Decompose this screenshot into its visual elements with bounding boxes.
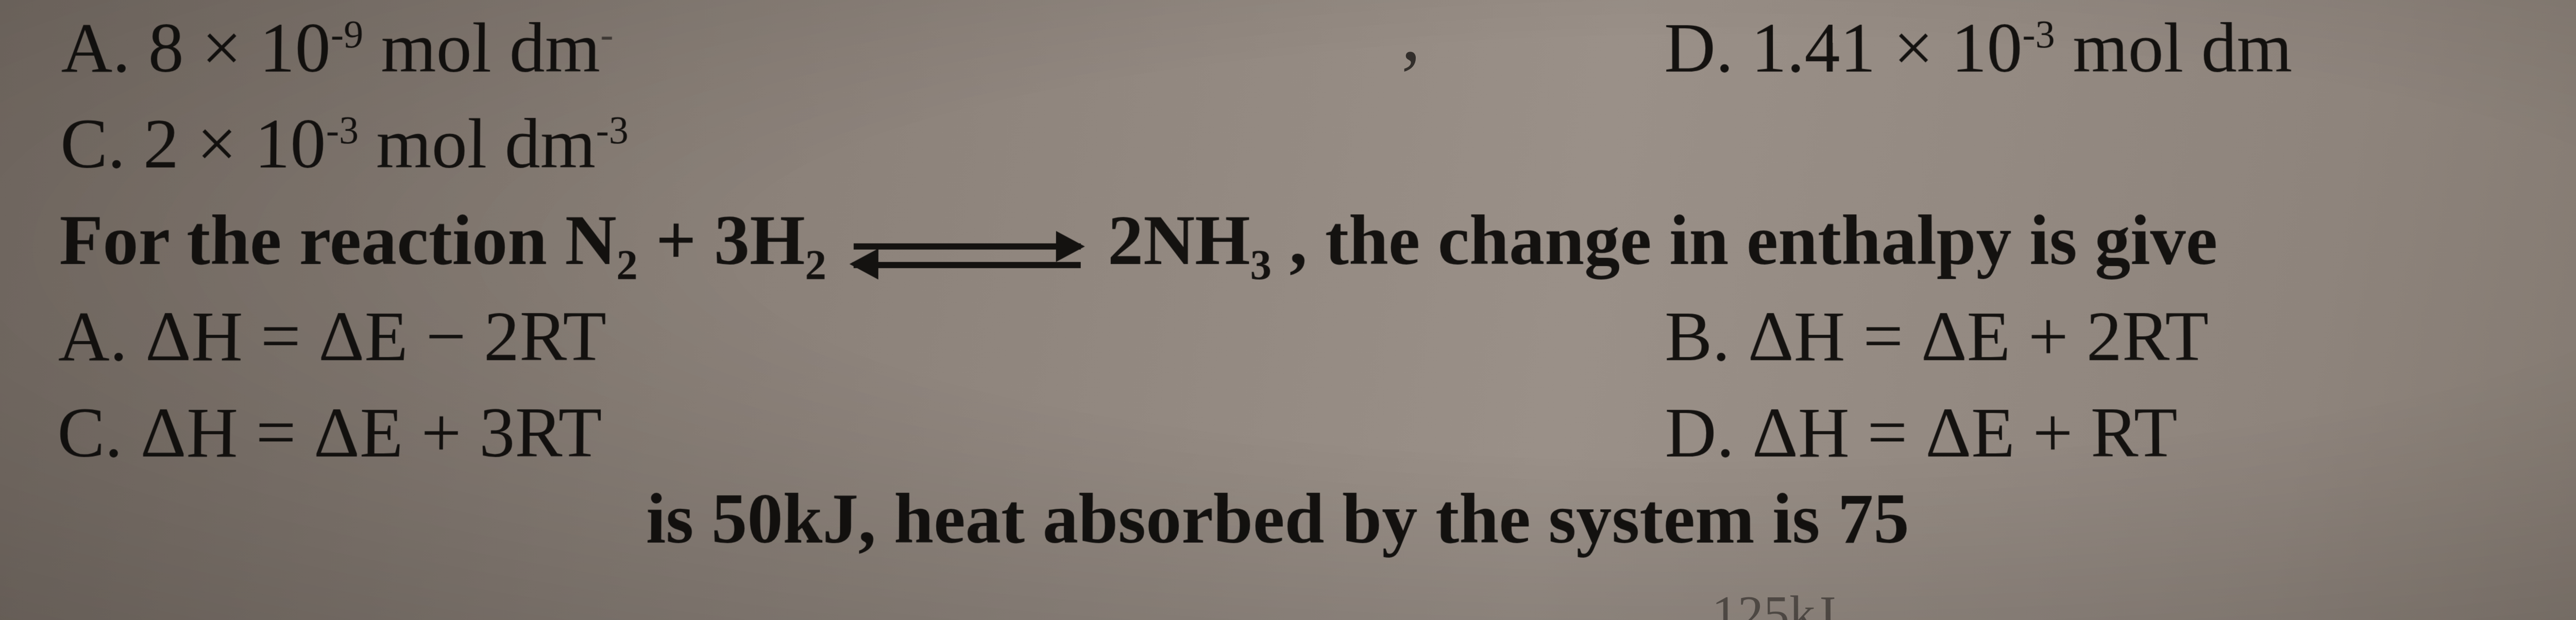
opt-d-label: D. — [1664, 8, 1734, 87]
opt-b-enthalpy: B. ΔH = ΔE + 2RT — [1530, 288, 2576, 385]
opt-a-text: ΔH = ΔE − 2RT — [145, 297, 607, 376]
opt-d-label2: D. — [1665, 393, 1734, 472]
opt-d-text: ΔH = ΔE + RT — [1752, 393, 2178, 472]
opt-a-label: A. — [61, 8, 131, 87]
opt-a-enthalpy: A. ΔH = ΔE − 2RT — [58, 288, 1530, 385]
opt-d-top: D. 1.41 × 10-3 mol dm — [1530, 0, 2576, 96]
stem-prefix: For the reaction — [59, 200, 565, 279]
reaction-rhs: 2NH3 — [1108, 200, 1272, 279]
opt-b-label: B. — [1665, 297, 1730, 376]
equilibrium-arrow-icon — [854, 238, 1081, 269]
bottom-tiny-fragment: 125kJ — [1711, 584, 1835, 620]
enthalpy-row-ab: A. ΔH = ΔE − 2RT B. ΔH = ΔE + 2RT — [58, 288, 2576, 385]
opt-b-text: ΔH = ΔE + 2RT — [1748, 297, 2209, 376]
enthalpy-stem: For the reaction N2 + 3H2 2NH3 , the cha… — [59, 192, 2217, 288]
opt-c-value: 2 × 10-3 mol dm-3 — [143, 104, 629, 183]
reaction-lhs: N2 + 3H2 — [565, 200, 826, 279]
page: A. 8 × 10-9 mol dm- D. 1.41 × 10-3 mol d… — [0, 0, 2576, 620]
opt-d-enthalpy: D. ΔH = ΔE + RT — [1531, 385, 2576, 481]
opt-c-enthalpy: C. ΔH = ΔE + 3RT — [57, 385, 1530, 481]
opt-c-top: C. 2 × 10-3 mol dm-3 — [60, 96, 1530, 192]
q-top-row-ad: A. 8 × 10-9 mol dm- D. 1.41 × 10-3 mol d… — [61, 0, 2576, 96]
stray-mark: , — [1401, 0, 1421, 78]
opt-c-label: C. — [60, 104, 126, 183]
stem-suffix: , the change in enthalpy is give — [1290, 200, 2218, 279]
bottom-fragment-row: is 50kJ, heat absorbed by the system is … — [646, 471, 2576, 567]
enthalpy-row-cd: C. ΔH = ΔE + 3RT D. ΔH = ΔE + RT — [57, 385, 2576, 481]
enthalpy-stem-row: For the reaction N2 + 3H2 2NH3 , the cha… — [59, 192, 2576, 288]
opt-a-value: 8 × 10-9 mol dm- — [148, 8, 614, 87]
q-top-row-c: C. 2 × 10-3 mol dm-3 — [60, 96, 2576, 192]
opt-a-label2: A. — [58, 297, 128, 376]
opt-a-top: A. 8 × 10-9 mol dm- — [61, 0, 1530, 96]
opt-c-label2: C. — [57, 393, 124, 472]
bottom-fragment: is 50kJ, heat absorbed by the system is … — [646, 471, 1909, 567]
opt-d-value: 1.41 × 10-3 mol dm — [1751, 8, 2293, 87]
opt-c-text: ΔH = ΔE + 3RT — [140, 393, 602, 472]
